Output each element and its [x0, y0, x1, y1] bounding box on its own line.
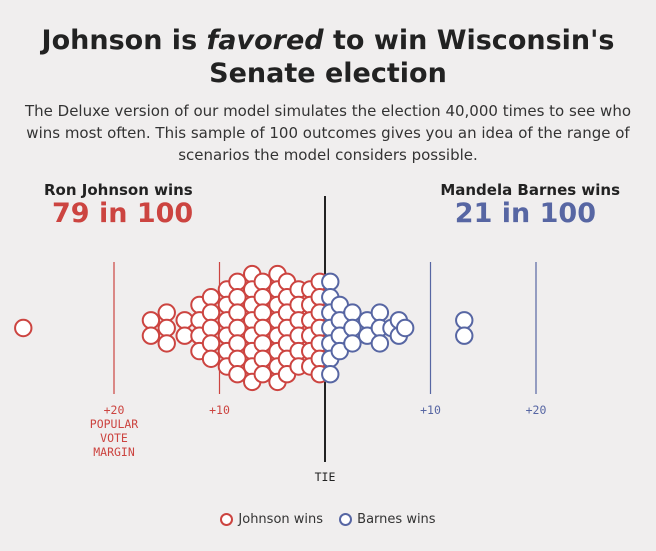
outcome-dot-barnes: [370, 334, 390, 353]
outcome-dot-johnson: [228, 303, 247, 322]
legend-johnson-marker: [220, 513, 234, 526]
outcome-dot-johnson: [14, 318, 33, 338]
outcome-dot-johnson: [253, 349, 272, 368]
chart-subtitle: The Deluxe version of our model simulate…: [24, 102, 631, 164]
outcome-dot-johnson: [201, 318, 221, 338]
outcome-dot-barnes: [395, 318, 415, 338]
outcome-dot-johnson: [228, 318, 247, 338]
title-part-2: to win Wisconsin's Senate election: [209, 25, 615, 89]
legend-barnes-marker: [339, 513, 353, 526]
title-emphasis: favored: [206, 25, 324, 56]
outcome-dot-johnson: [228, 365, 247, 384]
outcome-dot-johnson: [228, 349, 247, 368]
johnson-side-label: Ron Johnson wins: [44, 181, 193, 199]
outcome-dot-barnes: [455, 311, 474, 330]
outcome-dot-johnson: [201, 303, 221, 322]
chart-title: Johnson is favored to win Wisconsin's Se…: [0, 24, 656, 90]
legend-johnson-label: Johnson wins: [238, 512, 324, 527]
outcome-dot-barnes: [455, 326, 474, 345]
outcome-dot-johnson: [141, 311, 161, 330]
outcome-dot-johnson: [157, 303, 176, 322]
tick-label-barnes-10: +10: [420, 403, 441, 417]
tick-label-barnes-20: +20: [526, 403, 547, 417]
outcome-dot-johnson: [253, 318, 272, 338]
outcome-dot-barnes: [343, 303, 362, 322]
tick-label-johnson-10: +10: [209, 403, 230, 417]
johnson-side-count: 79 in 100: [52, 198, 194, 229]
outcome-dot-johnson: [253, 365, 272, 384]
outcome-dot-johnson: [157, 334, 176, 353]
outcome-dot-johnson: [201, 334, 221, 353]
barnes-side-label: Mandela Barnes wins: [440, 181, 620, 199]
tie-label: TIE: [315, 470, 336, 484]
axis-title-line-2: VOTE: [100, 431, 128, 445]
outcome-dot-barnes: [343, 334, 362, 353]
barnes-side-count: 21 in 100: [454, 198, 596, 229]
outcome-dot-johnson: [253, 288, 272, 307]
outcome-dot-johnson: [201, 349, 221, 368]
outcome-dot-johnson: [253, 272, 272, 291]
chart-legend: Johnson wins Barnes wins: [0, 512, 656, 530]
outcome-dot-johnson: [141, 326, 161, 345]
outcome-dot-johnson: [157, 318, 176, 338]
outcome-dot-johnson: [253, 303, 272, 322]
outcome-dot-johnson: [228, 272, 247, 291]
outcome-dot-johnson: [228, 288, 247, 307]
outcome-dot-barnes: [370, 303, 390, 322]
axis-title-line-3: MARGIN: [93, 445, 135, 459]
outcome-dot-barnes: [343, 318, 362, 338]
title-part-1: Johnson is: [41, 25, 207, 56]
tick-label-johnson-20: +20: [104, 403, 125, 417]
outcome-dot-johnson: [201, 288, 221, 307]
outcome-dot-johnson: [228, 334, 247, 353]
legend-item-johnson: Johnson wins: [220, 512, 323, 527]
axis-title-line-1: POPULAR: [90, 417, 139, 431]
outcome-dot-barnes: [321, 272, 340, 291]
outcome-dot-barnes: [321, 365, 340, 384]
outcome-dot-johnson: [253, 334, 272, 353]
legend-barnes-label: Barnes wins: [357, 512, 436, 527]
legend-item-barnes: Barnes wins: [339, 512, 436, 527]
